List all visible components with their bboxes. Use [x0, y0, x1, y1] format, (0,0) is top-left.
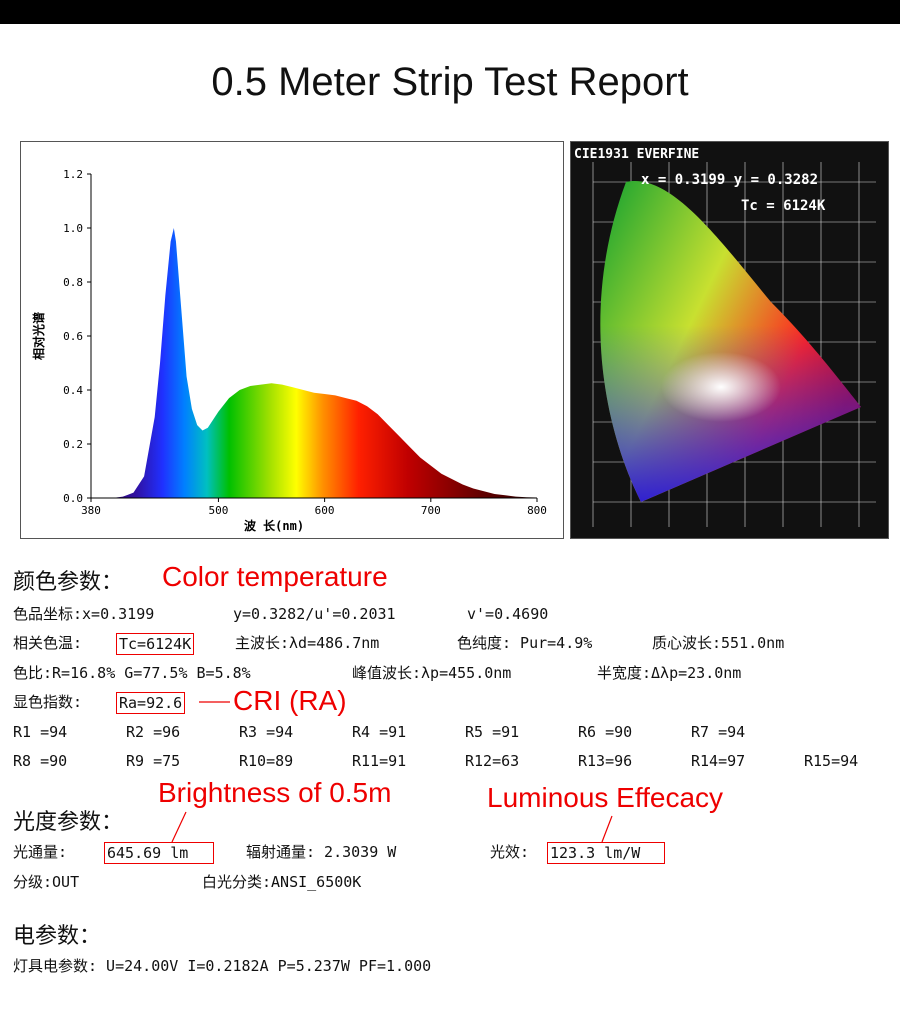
x-tick-label: 800 — [527, 504, 547, 517]
x-tick-label: 600 — [315, 504, 335, 517]
annotation: CRI (RA) — [233, 685, 347, 716]
cie-title: CIE1931 EVERFINE — [574, 147, 699, 162]
x-tick-label: 500 — [208, 504, 228, 517]
y-tick-label: 0.8 — [63, 276, 83, 289]
top-bar — [0, 0, 900, 24]
annotation: Brightness of 0.5m — [158, 777, 392, 808]
cri-value: R12=63 — [465, 752, 520, 770]
cie-coords: x = 0.3199 y = 0.3282 — [641, 172, 818, 188]
param: 色比:R=16.8% G=77.5% B=5.8% — [13, 664, 251, 682]
y-tick-label: 0.0 — [63, 492, 83, 505]
cri-value: R15=94 — [804, 752, 859, 770]
x-axis-label: 波 长(nm) — [244, 518, 304, 533]
cri-value: R8 =90 — [13, 752, 68, 770]
page-title: 0.5 Meter Strip Test Report — [211, 60, 689, 104]
param: 峰值波长:λp=455.0nm — [352, 664, 512, 682]
annotation: Color temperature — [162, 561, 388, 592]
cri-value: R7 =94 — [691, 723, 746, 741]
y-tick-label: 1.2 — [63, 168, 83, 181]
cri-value: R13=96 — [578, 752, 633, 770]
param-boxed: Tc=6124K — [116, 633, 195, 655]
param: 分级:OUT — [13, 873, 80, 891]
param: v'=0.4690 — [467, 605, 549, 623]
param-label: 光通量: — [13, 843, 68, 861]
cri-value: R1 =94 — [13, 723, 68, 741]
cri-value: R5 =91 — [465, 723, 520, 741]
param: 白光分类:ANSI_6500K — [202, 873, 362, 891]
x-tick-label: 380 — [81, 504, 101, 517]
param: 色品坐标:x=0.3199 — [13, 605, 155, 623]
section-heading: 颜色参数： — [13, 570, 124, 595]
param: 灯具电参数: U=24.00V I=0.2182A P=5.237W PF=1.… — [13, 957, 432, 975]
annotation: Luminous Effecacy — [487, 782, 724, 813]
param-boxed: 645.69 lm — [104, 842, 214, 864]
param: y=0.3282/u'=0.2031 — [233, 605, 396, 623]
param-label: 光效: — [490, 843, 530, 861]
y-tick-label: 0.6 — [63, 330, 83, 343]
spectrum-area — [91, 228, 537, 498]
param: 主波长:λd=486.7nm — [235, 634, 380, 652]
cri-value: R10=89 — [239, 752, 294, 770]
param: 半宽度:Δλp=23.0nm — [597, 664, 742, 682]
cri-value: R14=97 — [691, 752, 746, 770]
cie-diagram: CIE1931 EVERFINE x = 0.3199 y = 0.3282 T… — [574, 147, 876, 527]
cri-value: R2 =96 — [126, 723, 181, 741]
param-boxed: Ra=92.6 — [116, 692, 186, 714]
spectrum-chart: 0.0 0.2 0.4 0.6 0.8 1.0 1.2 380 500 600 700 800 波 长(… — [31, 168, 547, 533]
cri-value: R11=91 — [352, 752, 407, 770]
param-label: 显色指数: — [13, 693, 83, 711]
spectrum-panel: 0.0 0.2 0.4 0.6 0.8 1.0 1.2 380 500 600 700 800 波 长(… — [20, 141, 564, 539]
y-tick-label: 1.0 — [63, 222, 83, 235]
section-heading: 光度参数： — [13, 810, 124, 835]
param: 质心波长:551.0nm — [652, 634, 785, 652]
cri-value: R9 =75 — [126, 752, 181, 770]
cri-value: R3 =94 — [239, 723, 294, 741]
param-label: 相关色温: — [13, 634, 83, 652]
x-tick-label: 700 — [421, 504, 441, 517]
cie-gamut-blue — [600, 181, 861, 502]
cri-value: R4 =91 — [352, 723, 407, 741]
param-boxed: 123.3 lm/W — [547, 842, 665, 864]
param: 色纯度: Pur=4.9% — [457, 634, 593, 652]
cri-value: R6 =90 — [578, 723, 633, 741]
cie-white-point — [661, 352, 781, 422]
y-axis-label: 相对光谱 — [31, 312, 46, 360]
efficacy-pointer — [601, 815, 613, 843]
brightness-pointer — [171, 811, 187, 843]
cie-tc: Tc = 6124K — [741, 198, 826, 214]
param: 辐射通量: 2.3039 W — [246, 843, 397, 861]
section-heading: 电参数： — [13, 924, 102, 949]
cie-panel: CIE1931 EVERFINE x = 0.3199 y = 0.3282 T… — [570, 141, 889, 539]
y-tick-label: 0.2 — [63, 438, 83, 451]
y-tick-label: 0.4 — [63, 384, 83, 397]
